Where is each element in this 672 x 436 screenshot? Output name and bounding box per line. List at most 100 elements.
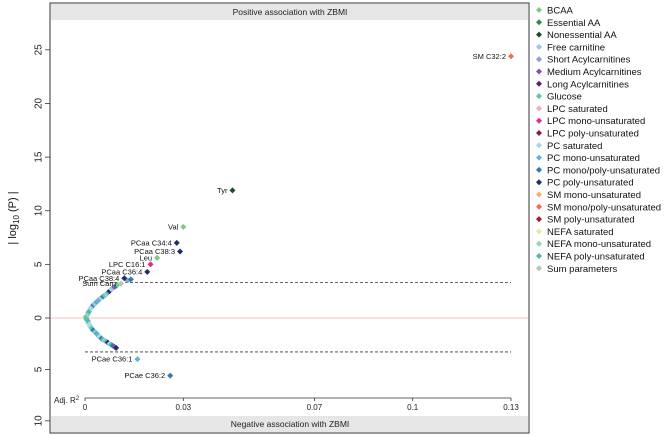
y-tick-label: 25 xyxy=(34,44,45,56)
x-tick-label: 0.1 xyxy=(407,403,419,412)
legend-entry: Medium Acylcarnitines xyxy=(547,67,642,78)
legend-entry: LPC poly-unsaturated xyxy=(547,129,639,140)
legend-marker xyxy=(536,93,542,100)
legend-marker xyxy=(536,265,542,272)
data-point xyxy=(113,344,120,351)
point-label: Leu xyxy=(140,253,153,262)
point-label: Tyr xyxy=(217,186,228,195)
labeled-point xyxy=(144,268,151,275)
legend-marker xyxy=(536,130,542,136)
legend-marker xyxy=(536,56,542,63)
legend-marker xyxy=(536,166,542,173)
legend-marker xyxy=(536,228,542,235)
legend-entry: SM mono-unsaturated xyxy=(547,190,641,201)
legend-marker xyxy=(536,31,542,38)
labeled-point xyxy=(229,187,236,194)
legend-entry: NEFA mono-unsaturated xyxy=(547,239,651,250)
ylabel-post: (P) | xyxy=(7,191,19,215)
data-point xyxy=(87,305,94,312)
positive-band xyxy=(51,4,528,20)
legend-entry: SM poly-unsaturated xyxy=(547,215,635,226)
ylabel-sub: 10 xyxy=(12,215,21,224)
legend-entry: NEFA saturated xyxy=(547,227,614,238)
labeled-point xyxy=(177,248,184,255)
background-points xyxy=(82,276,134,351)
legend-marker xyxy=(536,117,542,124)
y-tick-label: 5 xyxy=(34,261,45,267)
x-axis-label: Adj. R2 xyxy=(54,396,80,405)
x-tick-label: 0.13 xyxy=(503,403,519,412)
legend-marker xyxy=(536,80,542,87)
legend-entry: Essential AA xyxy=(547,18,601,29)
legend-marker xyxy=(536,105,542,112)
x-tick-label: 0.03 xyxy=(176,403,192,412)
y-tick-label: 20 xyxy=(34,97,45,109)
negative-band xyxy=(51,416,528,432)
point-label: Sum Carn xyxy=(82,279,116,288)
xlabel-sup: 2 xyxy=(76,396,80,402)
legend-marker xyxy=(536,142,542,149)
legend-entry: Sum parameters xyxy=(547,264,617,275)
y-tick-label: 0 xyxy=(34,315,45,321)
legend-marker xyxy=(536,154,542,161)
legend-marker xyxy=(536,43,542,50)
labeled-point xyxy=(508,53,514,60)
x-axis: 0 0.03 0.07 0.1 0.13 xyxy=(83,397,519,412)
legend-entry: Nonessential AA xyxy=(547,30,617,41)
y-tick-label: 10 xyxy=(34,415,45,427)
labeled-point xyxy=(154,254,161,261)
legend-entry: PC saturated xyxy=(547,141,602,152)
point-label: SM C32:2 xyxy=(473,52,506,61)
legend-marker xyxy=(536,7,542,13)
data-point xyxy=(127,276,134,283)
y-axis-label: | log10 (P) | xyxy=(7,191,21,244)
legend-entry: Long Acylcarnitines xyxy=(547,79,629,90)
legend-entry: NEFA poly-unsaturated xyxy=(547,252,645,263)
point-label: PCaa C38:4 xyxy=(78,274,119,283)
legend-entry: LPC mono-unsaturated xyxy=(547,116,645,127)
xlabel-prefix: Adj. R xyxy=(54,396,76,405)
point-label: PCae C36:2 xyxy=(124,371,165,380)
x-tick-label: 0.07 xyxy=(307,403,323,412)
labeled-point xyxy=(167,372,174,379)
labeled-point xyxy=(180,223,187,230)
labeled-point xyxy=(147,261,154,268)
legend-entry: Glucose xyxy=(547,92,582,103)
plot-border xyxy=(49,2,530,434)
y-axis: 0 5 10 15 20 25 5 10 xyxy=(34,44,50,427)
legend-entry: BCAA xyxy=(547,6,574,17)
point-label: LPC C16:1 xyxy=(109,260,146,269)
legend-entry: Short Acylcarnitines xyxy=(547,55,631,66)
legend-marker xyxy=(536,203,542,210)
legend-marker xyxy=(536,179,542,186)
legend-marker xyxy=(536,240,542,247)
data-point xyxy=(86,321,93,328)
labeled-point xyxy=(118,280,125,287)
legend-entry: LPC saturated xyxy=(547,104,608,115)
y-tick-label: 15 xyxy=(34,151,45,163)
labeled-point xyxy=(134,356,141,363)
legend-marker xyxy=(536,19,542,26)
point-label: PCaa C38:3 xyxy=(134,247,175,256)
y-tick-label: 10 xyxy=(34,205,45,217)
legend-entry: SM mono/poly-unsaturated xyxy=(547,202,661,213)
legend-entry: PC mono/poly-unsaturated xyxy=(547,165,660,176)
labeled-point xyxy=(121,275,128,282)
legend-entry: PC mono-unsaturated xyxy=(547,153,640,164)
y-tick-label: 5 xyxy=(34,366,45,372)
negative-band-label: Negative association with ZBMI xyxy=(231,419,350,429)
point-label: Val xyxy=(168,222,179,231)
legend-entry: PC poly-unsaturated xyxy=(547,178,634,189)
ylabel-pre: | log xyxy=(7,224,19,245)
point-label: PCae C36:1 xyxy=(92,355,133,364)
point-label: PCaa C36:4 xyxy=(101,267,142,276)
point-label: PCaa C34:4 xyxy=(131,238,172,247)
x-tick-label: 0 xyxy=(83,403,88,412)
legend-marker xyxy=(536,216,542,223)
legend-entry: Free carnitine xyxy=(547,42,605,53)
legend-marker xyxy=(536,68,542,75)
legend-marker xyxy=(536,253,542,259)
